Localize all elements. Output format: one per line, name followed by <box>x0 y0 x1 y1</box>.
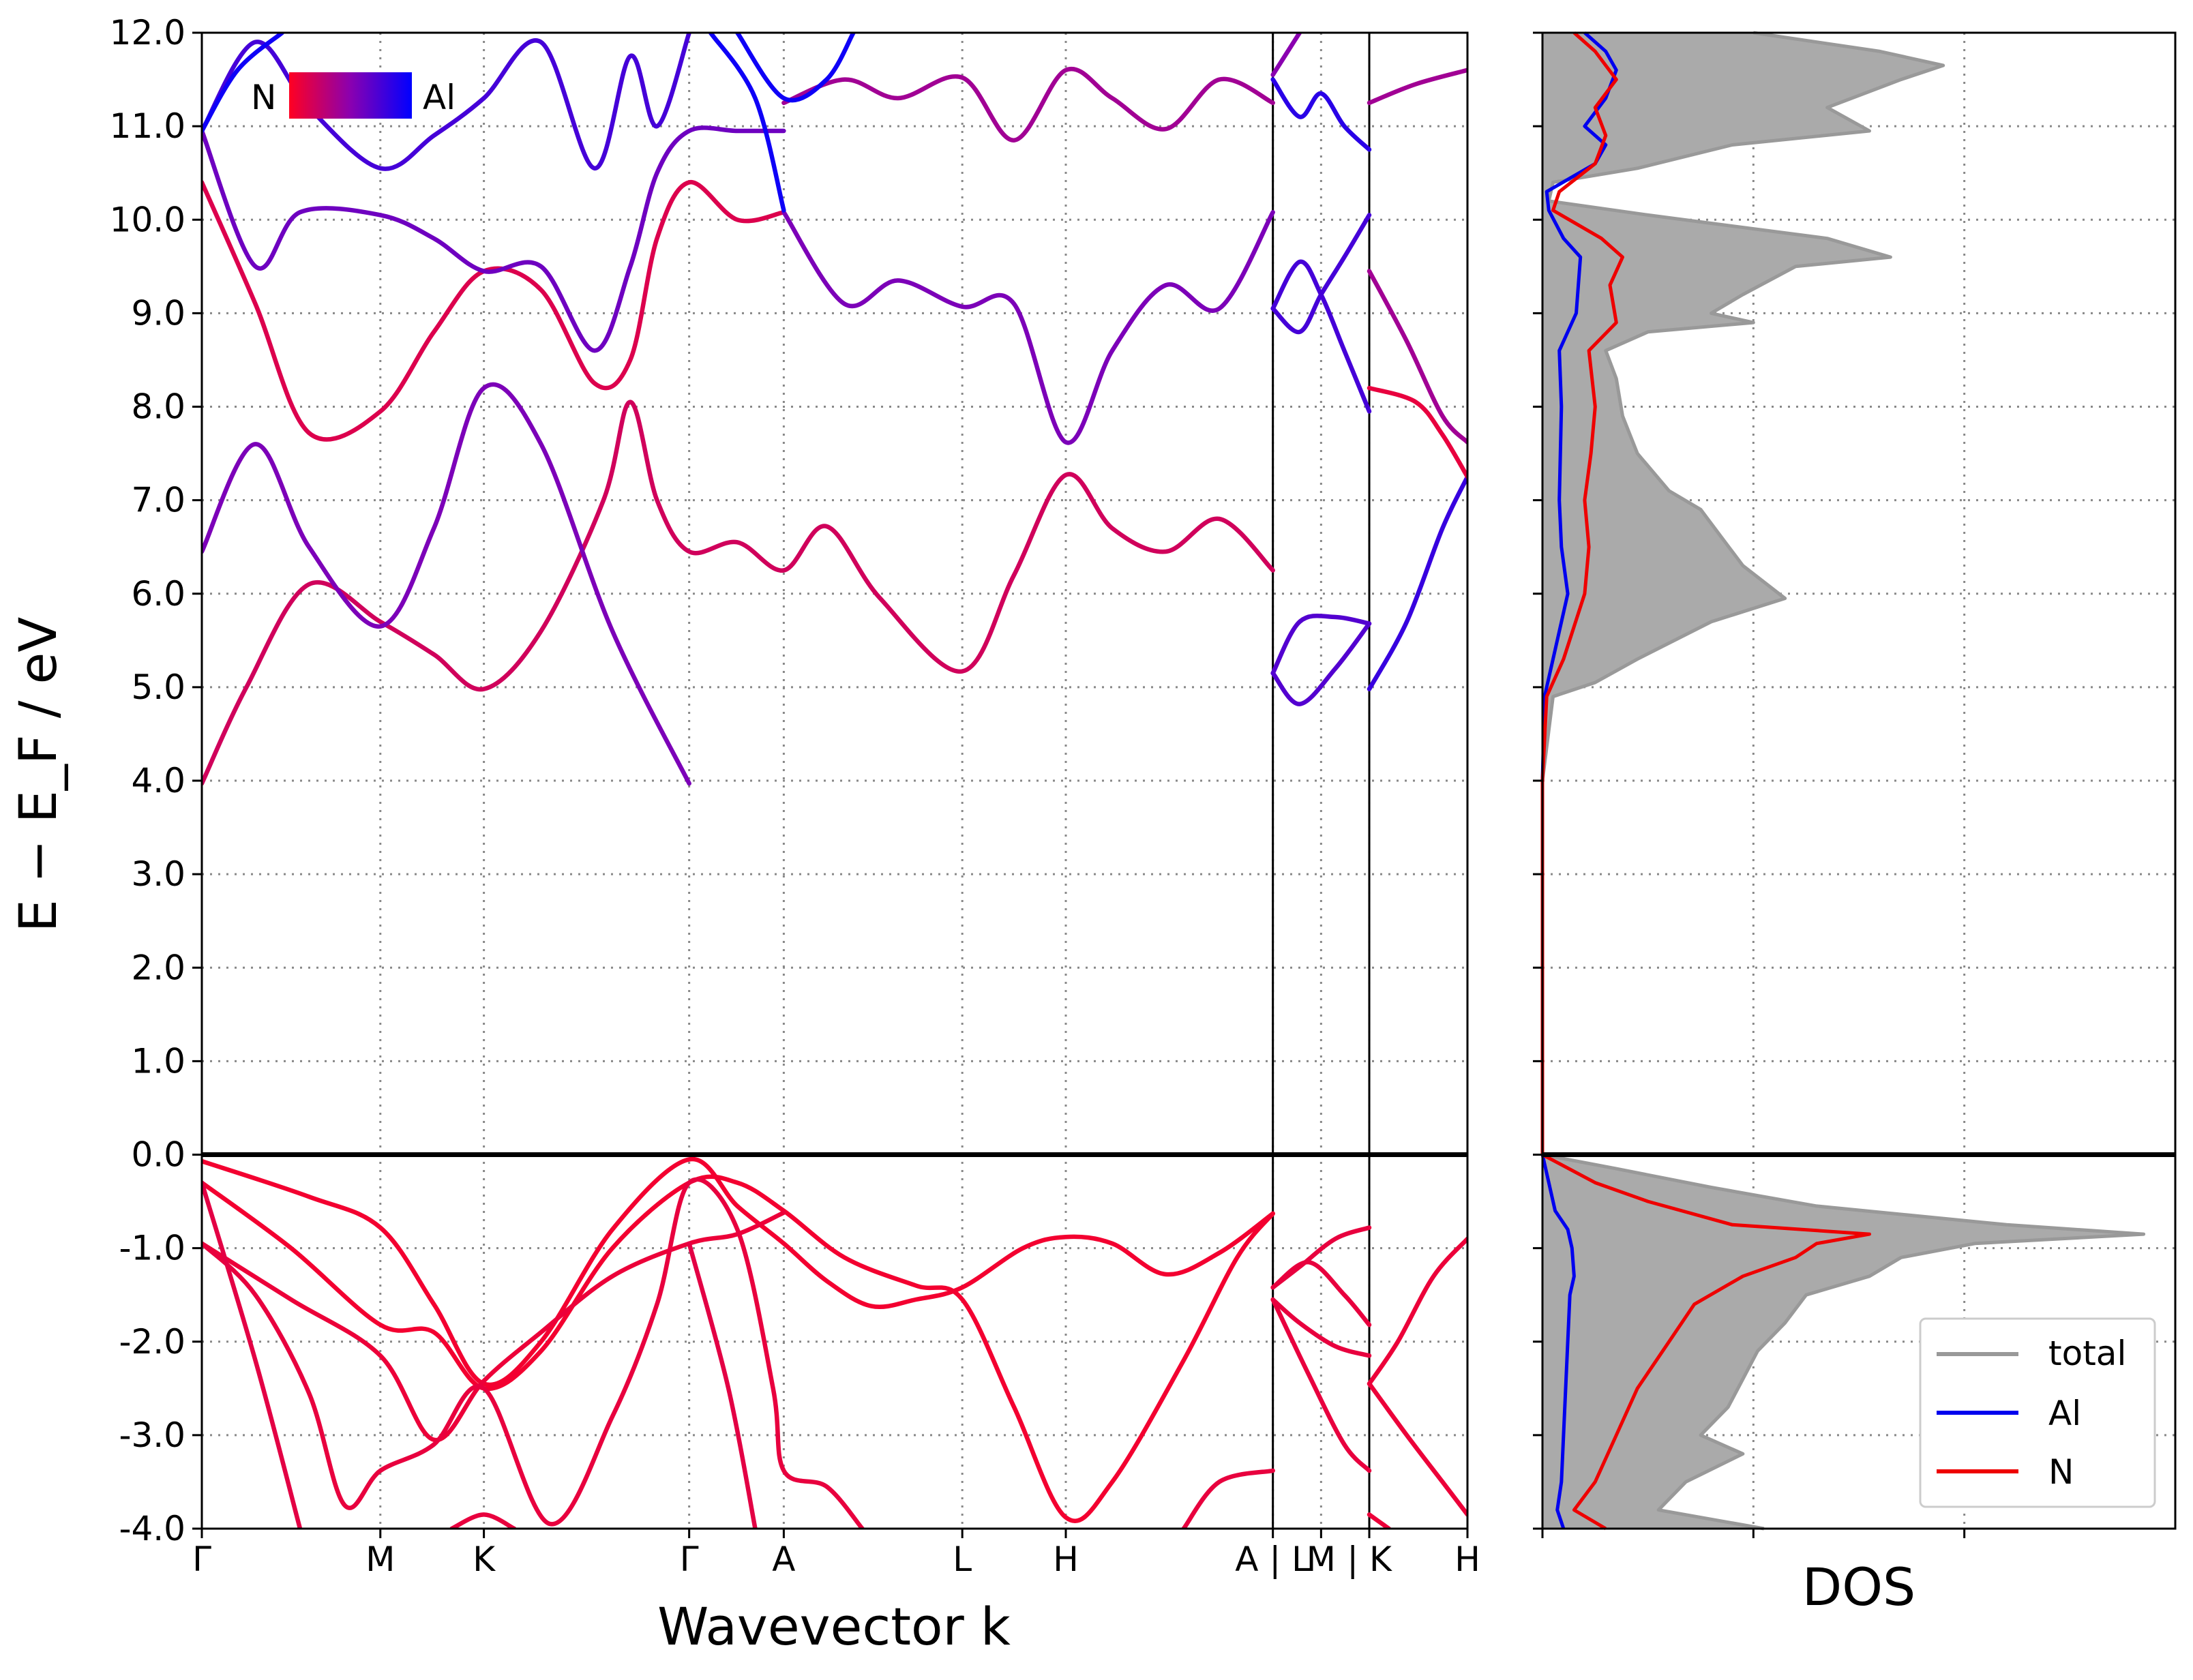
y-tick-label: 0.0 <box>131 1135 185 1175</box>
dos-curves <box>1540 31 2146 1531</box>
band-line-conduction-10 <box>735 33 856 103</box>
band-line-valence-lm-2 <box>1270 1259 1372 1328</box>
y-tick-label: 6.0 <box>131 574 185 614</box>
band-line-conduction-lm-6 <box>1270 33 1302 77</box>
band-line-conduction-3 <box>202 180 786 442</box>
x-tick-label-k: | K <box>1347 1540 1392 1579</box>
band-line-valence-4 <box>202 1177 865 1529</box>
band-y-axis: 12.0 11.0 10.0 9.0 8.0 7.0 6.0 5.0 4.0 3.0 2.0 1.0 0… <box>110 13 202 1548</box>
legend-label-al: Al <box>2048 1394 2081 1433</box>
band-line-valence-5 <box>202 1180 303 1529</box>
band-line-valence-1 <box>202 1156 1275 1388</box>
band-line-valence-6 <box>687 1241 758 1529</box>
band-line-valence-kh-1 <box>1367 1236 1467 1386</box>
band-line-conduction-kh-4 <box>1367 68 1467 106</box>
x-tick-label-h: H <box>1454 1540 1480 1579</box>
colorbar-left-label: N <box>251 78 276 117</box>
y-tick-label: 10.0 <box>110 200 185 239</box>
y-tick-label: 11.0 <box>110 106 185 146</box>
band-line-valence-2 <box>202 1174 1275 1523</box>
y-tick-label: 8.0 <box>131 387 185 427</box>
x-tick-label-m: M <box>1307 1540 1336 1579</box>
y-tick-label: 5.0 <box>131 668 185 707</box>
band-line-valence-kh-3 <box>1367 1512 1392 1529</box>
y-tick-label: 1.0 <box>131 1041 185 1081</box>
dos-fill-total <box>1542 33 2144 1529</box>
dos-line-n <box>1540 31 1871 1531</box>
band-line-valence-8 <box>1181 1468 1275 1529</box>
y-tick-label: -1.0 <box>119 1229 185 1268</box>
band-line-conduction-9 <box>708 33 786 213</box>
band-line-conduction-lm-1 <box>1270 621 1372 706</box>
x-tick-label-k: K <box>473 1540 496 1579</box>
y-tick-label: -2.0 <box>119 1322 185 1362</box>
band-line-conduction-kh-2 <box>1367 385 1467 479</box>
band-line-conduction-2 <box>202 382 691 786</box>
dos-x-axis-label: DOS <box>1802 1557 1916 1617</box>
band-structure-panel: 12.0 11.0 10.0 9.0 8.0 7.0 6.0 5.0 4.0 3.0 2.0 1.0 0… <box>8 13 1480 1657</box>
dos-legend-box <box>1919 1317 2156 1508</box>
band-x-axis-label: Wavevector k <box>657 1596 1011 1657</box>
x-tick-label-m: M <box>366 1540 395 1579</box>
band-line-valence-kh-2 <box>1367 1381 1467 1517</box>
x-tick-label-x: Γ <box>192 1540 211 1579</box>
band-line-valence-7 <box>449 1512 517 1529</box>
colorbar-right-label: Al <box>423 78 456 117</box>
colorbar-gradient <box>289 72 412 119</box>
band-line-conduction-lm-2 <box>1270 613 1372 676</box>
band-line-conduction-4 <box>202 125 786 353</box>
y-tick-label: -4.0 <box>119 1509 185 1548</box>
y-tick-label: 4.0 <box>131 761 185 800</box>
legend-label-total: total <box>2048 1334 2126 1373</box>
y-tick-label: 9.0 <box>131 293 185 333</box>
band-line-conduction-5 <box>781 210 1275 445</box>
band-line-valence-3 <box>202 1210 786 1443</box>
legend-label-n: N <box>2048 1452 2074 1492</box>
band-line-conduction-7 <box>781 66 1275 142</box>
band-line-valence-lm-3 <box>1270 1297 1372 1358</box>
band-lines <box>202 33 1467 1529</box>
dos-legend: total Al N <box>1919 1317 2156 1508</box>
x-tick-label-l: L <box>953 1540 972 1579</box>
band-line-conduction-8 <box>202 33 285 134</box>
band-line-conduction-lm-4 <box>1270 259 1372 414</box>
y-tick-label: 3.0 <box>131 854 185 894</box>
y-tick-label: 7.0 <box>131 481 185 520</box>
x-tick-label-a-l: A | L <box>1235 1540 1311 1579</box>
dos-axis-ticks <box>1533 31 1966 1538</box>
dos-panel: DOS total Al N <box>1533 31 2177 1617</box>
band-line-conduction-lm-3 <box>1270 213 1372 335</box>
band-y-axis-label: E − E_F / eV <box>8 617 68 932</box>
band-line-conduction-1 <box>202 400 1275 786</box>
y-tick-label: 2.0 <box>131 948 185 987</box>
band-line-conduction-lm-5 <box>1270 77 1372 152</box>
segment-breaks <box>1272 33 1371 1529</box>
band-line-valence-lm-4 <box>1270 1297 1372 1473</box>
band-line-conduction-kh-1 <box>1367 475 1467 691</box>
x-tick-label-h: H <box>1053 1540 1079 1579</box>
band-line-conduction-kh-3 <box>1367 269 1467 445</box>
x-tick-label-a: A <box>772 1540 795 1579</box>
y-tick-label: 12.0 <box>110 13 185 52</box>
x-tick-label-x: Γ <box>680 1540 699 1579</box>
y-tick-label: -3.0 <box>119 1415 185 1455</box>
